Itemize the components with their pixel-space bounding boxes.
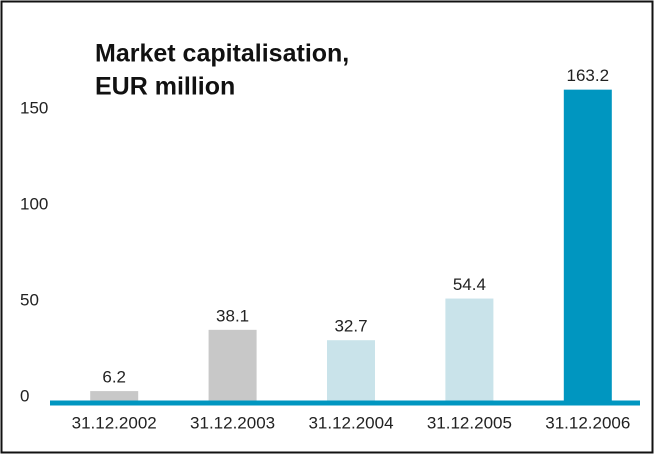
value-label: 163.2 xyxy=(567,66,610,85)
value-label: 32.7 xyxy=(334,317,367,336)
x-tick-label: 31.12.2006 xyxy=(545,413,630,432)
value-label: 54.4 xyxy=(453,275,486,294)
x-tick-label: 31.12.2002 xyxy=(72,413,157,432)
chart-title: EUR million xyxy=(95,73,235,101)
x-tick-label: 31.12.2003 xyxy=(190,413,275,432)
y-tick-label: 0 xyxy=(20,386,29,405)
value-label: 38.1 xyxy=(216,306,249,325)
chart-title: Market capitalisation, xyxy=(95,40,349,68)
bar xyxy=(208,329,257,403)
value-label: 6.2 xyxy=(102,368,126,387)
y-tick-label: 100 xyxy=(20,194,48,213)
y-tick-label: 50 xyxy=(20,290,39,309)
y-tick-label: 150 xyxy=(20,98,48,117)
x-tick-label: 31.12.2004 xyxy=(308,413,393,432)
bar xyxy=(563,89,612,403)
bar xyxy=(90,391,139,403)
bar xyxy=(445,298,494,403)
x-tick-label: 31.12.2005 xyxy=(427,413,512,432)
bar xyxy=(327,340,375,403)
